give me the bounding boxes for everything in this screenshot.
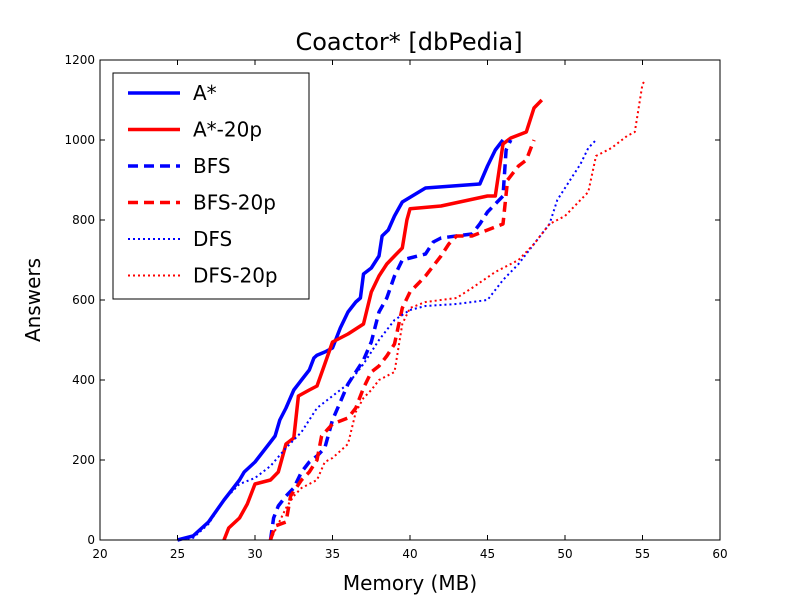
- legend-label-3: BFS: [193, 154, 231, 178]
- y-tick-label: 0: [87, 533, 95, 547]
- y-tick-label: 200: [72, 453, 95, 467]
- legend-label-4: BFS-20p: [193, 191, 276, 215]
- x-tick-label: 60: [712, 547, 727, 561]
- legend-label-1: A*: [193, 81, 217, 105]
- y-tick-label: 1200: [64, 53, 95, 67]
- x-tick-label: 35: [325, 547, 340, 561]
- y-axis-label: Answers: [21, 258, 45, 342]
- x-tick-label: 45: [480, 547, 495, 561]
- series-line-5: [177, 139, 597, 541]
- legend: A* A*-20p BFS BFS-20p DFS DFS-20p: [112, 72, 310, 300]
- y-tick-label: 400: [72, 373, 95, 387]
- legend-label-5: DFS: [193, 227, 232, 251]
- x-axis: 20 25 30 35 40 45 50 55 60: [92, 60, 728, 561]
- series-line-1: [177, 138, 505, 542]
- y-tick-label: 600: [72, 293, 95, 307]
- x-axis-label: Memory (MB): [343, 571, 477, 595]
- x-tick-label: 55: [635, 547, 650, 561]
- x-tick-label: 20: [92, 547, 107, 561]
- y-tick-label: 1000: [64, 133, 95, 147]
- x-tick-label: 40: [402, 547, 417, 561]
- legend-label-6: DFS-20p: [193, 264, 278, 288]
- series-line-6: [269, 79, 647, 541]
- series-layer: [177, 79, 647, 542]
- legend-box: [112, 72, 310, 300]
- series-line-3: [268, 139, 513, 541]
- x-tick-label: 30: [247, 547, 262, 561]
- x-tick-label: 25: [170, 547, 185, 561]
- chart-title: Coactor* [dbPedia]: [295, 28, 522, 56]
- series-line-4: [268, 139, 536, 541]
- series-line-2: [222, 98, 544, 541]
- x-tick-label: 50: [557, 547, 572, 561]
- legend-label-2: A*-20p: [193, 118, 262, 142]
- y-tick-label: 800: [72, 213, 95, 227]
- y-axis: 0 200 400 600 800 1000 1200: [64, 53, 720, 547]
